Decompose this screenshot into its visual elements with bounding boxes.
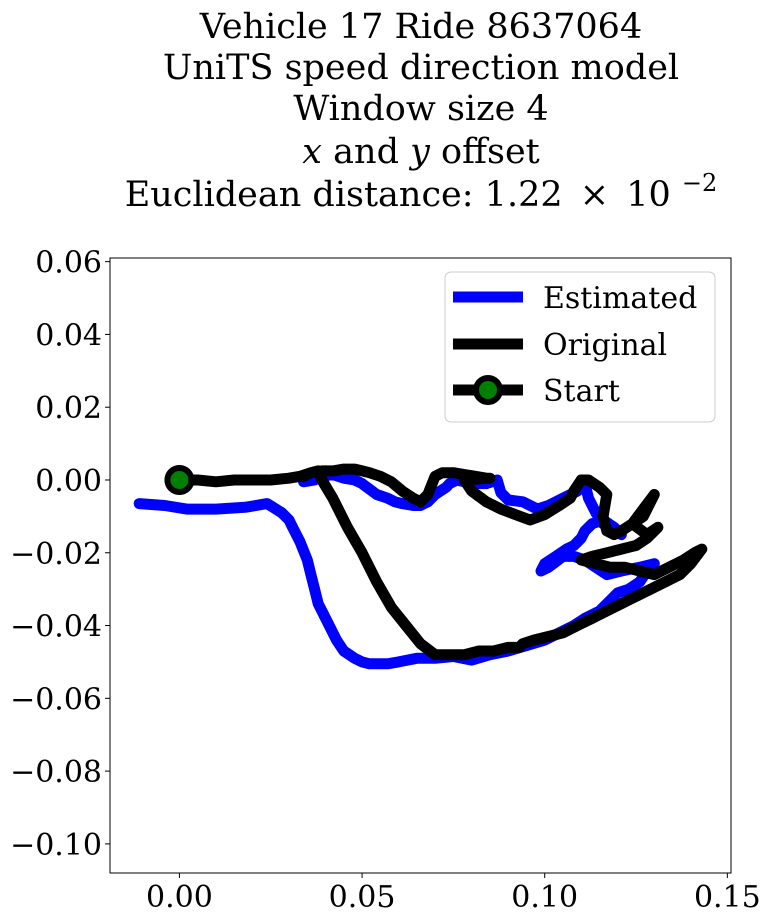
- y-tick-label-5: −0.04: [10, 610, 102, 645]
- series-line-estimated: [139, 475, 654, 664]
- y-tick-label-4: −0.02: [10, 537, 102, 572]
- legend-label-original: Original: [543, 328, 667, 363]
- title-line-1: Vehicle 17 Ride 8637064: [199, 7, 642, 47]
- title-distance-prefix: Euclidean distance: 1.22: [125, 175, 563, 215]
- series-layer: [139, 468, 702, 664]
- legend-start-marker: [476, 378, 500, 402]
- title-exponent: −2: [682, 169, 717, 197]
- chart-title: Vehicle 17 Ride 8637064 UniTS speed dire…: [125, 7, 718, 215]
- title-offset: offset: [441, 132, 540, 172]
- x-tick-label-0: 0.00: [146, 880, 213, 915]
- title-and: and: [333, 132, 399, 172]
- y-tick-label-3: 0.00: [35, 464, 102, 499]
- title-exponent-base: 10: [626, 175, 671, 215]
- title-line-3: Window size 4: [293, 89, 548, 129]
- title-var-y: y: [408, 132, 431, 172]
- title-line-2: UniTS speed direction model: [163, 48, 679, 88]
- x-tick-label-2: 0.10: [511, 880, 578, 915]
- x-tick-label-3: 0.15: [694, 880, 761, 915]
- legend: Estimated Original Start: [445, 272, 715, 422]
- title-times-sign: ×: [580, 175, 609, 215]
- y-tick-label-2: 0.02: [35, 391, 102, 426]
- x-tick-label-1: 0.05: [329, 880, 396, 915]
- legend-label-estimated: Estimated: [543, 281, 697, 316]
- y-axis: 0.06 0.04 0.02 0.00 −0.02 −0.04 −0.06 −0.08 −0.1…: [10, 246, 110, 863]
- title-line-5: Euclidean distance: 1.22 × 10 −2: [125, 169, 718, 215]
- y-tick-label-8: −0.10: [10, 828, 102, 863]
- y-tick-label-0: 0.06: [35, 246, 102, 281]
- y-tick-label-6: −0.06: [10, 682, 102, 717]
- title-var-x: x: [302, 132, 322, 172]
- title-line-4: x and y offset: [302, 132, 539, 172]
- x-axis: 0.00 0.05 0.10 0.15: [146, 873, 761, 915]
- legend-label-start: Start: [543, 374, 620, 409]
- start-marker: [167, 468, 191, 492]
- y-tick-label-1: 0.04: [35, 318, 102, 353]
- y-tick-label-7: −0.08: [10, 755, 102, 790]
